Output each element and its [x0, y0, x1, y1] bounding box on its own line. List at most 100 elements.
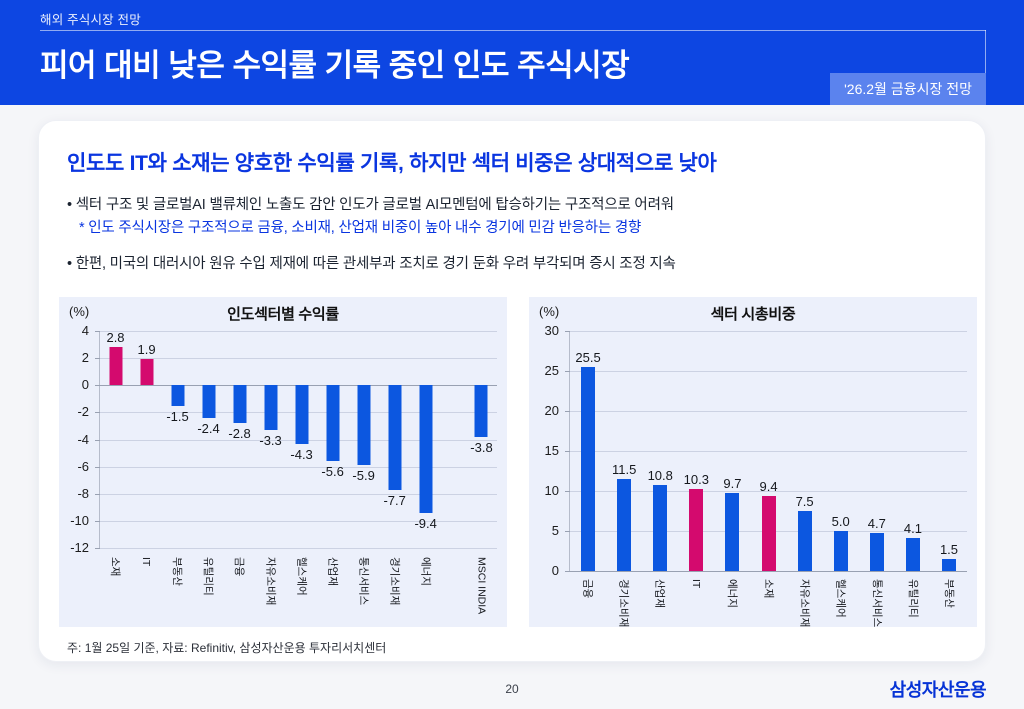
bar-value-label: 7.5 — [795, 494, 814, 509]
bar-value-label: 1.5 — [939, 542, 959, 557]
x-label-slot: 헬스케어 — [822, 579, 858, 625]
y-axis-tickmark — [95, 385, 100, 387]
bar-slot: 9.7 — [714, 331, 750, 571]
x-label-slot: 금융 — [223, 557, 254, 621]
bar-헬스케어 — [295, 385, 309, 444]
x-label-slot: 유틸리티 — [895, 579, 931, 625]
bar-value-label: 10.8 — [647, 467, 673, 483]
x-label-slot: 금융 — [569, 579, 605, 625]
bar-slot: 1.5 — [931, 331, 967, 571]
x-axis-label: 산업재 — [326, 557, 339, 586]
x-axis-label: 헬스케어 — [834, 579, 847, 618]
bar-slot: 1.9 — [131, 331, 162, 548]
bar-slot: -7.7 — [379, 331, 410, 548]
x-label-slot: 부동산 — [161, 557, 192, 621]
gridline — [570, 411, 967, 412]
bar-value-label: -4.3 — [290, 446, 313, 462]
bar-자유소비재 — [797, 511, 812, 571]
page-title: 피어 대비 낮은 수익률 기록 중인 인도 주식시장 — [40, 48, 630, 83]
bars-row: 25.5 11.5 10.8 10.3 9.7 9.4 7.5 5.0 4.7 4.1 1.5 — [570, 331, 967, 571]
bar-value-label: 4.7 — [867, 516, 886, 532]
bar-slot: -5.6 — [317, 331, 348, 548]
y-axis-tick-label: -8 — [77, 485, 89, 501]
x-label-slot: 에너지 — [410, 557, 441, 621]
bar-slot: -9.4 — [410, 331, 441, 548]
header-vertical-rule — [985, 30, 986, 73]
bar-value-label: 2.8 — [106, 330, 125, 346]
x-label-slot: 산업재 — [641, 579, 677, 625]
y-axis-tickmark — [95, 439, 100, 441]
y-axis-tickmark — [565, 371, 570, 372]
x-label-slot: MSCI INDIA — [466, 557, 497, 621]
bar-IT — [140, 359, 154, 386]
bar-헬스케어 — [833, 531, 848, 571]
x-label-slot: IT — [678, 579, 714, 625]
content-card: 인도도 IT와 소재는 양호한 수익률 기록, 하지만 섹터 비중은 상대적으로… — [38, 120, 986, 662]
y-axis-tick-label: -12 — [70, 540, 89, 555]
y-axis-tick-label: 25 — [544, 363, 559, 378]
y-axis-tickmark — [95, 548, 100, 549]
x-label-slot: 산업재 — [317, 557, 348, 621]
bar-경기소비재 — [617, 479, 632, 571]
gridline — [570, 371, 967, 372]
header-rule — [40, 30, 986, 31]
bar-value-label: 4.1 — [903, 521, 922, 537]
chart-panel-sector-weights: (%) 섹터 시총비중 30 25 20 15 10 5 0 25.5 11.5 10.8 10.… — [529, 297, 977, 627]
bar-value-label: -5.9 — [352, 468, 375, 484]
chart-y-axis: 30 25 20 15 10 5 0 — [529, 323, 567, 578]
bar-slot: 4.1 — [895, 331, 931, 571]
y-axis-tick-label: 5 — [551, 523, 559, 538]
gridline — [100, 331, 497, 332]
gridline — [570, 451, 967, 452]
bar-slot: 10.3 — [678, 331, 714, 571]
x-axis-label: IT — [139, 557, 152, 567]
gridline — [100, 493, 497, 495]
bar-부동산 — [171, 385, 185, 406]
gridline — [570, 491, 967, 492]
bar-slot: 5.0 — [823, 331, 859, 571]
x-axis-label: MSCI INDIA — [475, 557, 488, 615]
bar-value-label: -5.6 — [321, 464, 344, 480]
y-axis-tickmark — [95, 466, 100, 468]
chart-title: 섹터 시총비중 — [710, 306, 796, 323]
x-axis-label: 소재 — [762, 579, 775, 599]
bar-value-label: -7.7 — [383, 492, 406, 508]
x-axis-label: 자유소비재 — [264, 557, 277, 606]
company-logo: 삼성자산운용 — [889, 680, 987, 700]
bar-value-label: 1.9 — [137, 342, 156, 358]
x-axis-label: 에너지 — [419, 557, 432, 586]
chart-unit-label: (%) — [539, 304, 560, 319]
y-axis-tick-label: 10 — [544, 483, 559, 498]
bars-row: 2.8 1.9 -1.5 -2.4 -2.8 -3.3 -4.3 -5.6 -5.9 -7.7 -9… — [100, 330, 497, 548]
x-axis-label: 통신서비스 — [870, 579, 883, 628]
bar-통신서비스 — [869, 533, 884, 571]
x-axis-label: 경기소비재 — [617, 579, 630, 628]
bar-separator — [441, 331, 466, 548]
y-axis-tick-label: 0 — [551, 563, 559, 578]
chart-y-axis: 4 2 0 -2 -4 -6 -8 -10 -12 — [59, 323, 97, 555]
bar-slot: 2.8 — [100, 330, 131, 548]
x-label-slot: 유틸리티 — [192, 557, 223, 621]
bar-소재 — [761, 495, 776, 571]
y-axis-tick-label: 4 — [81, 323, 89, 338]
chart-unit-label: (%) — [69, 304, 90, 319]
bar-value-label: -2.8 — [228, 426, 251, 442]
bar-value-label: -1.5 — [166, 408, 189, 424]
y-axis-tick-label: -6 — [77, 458, 89, 474]
bar-slot: -5.9 — [348, 331, 379, 548]
y-axis-tick-label: -10 — [70, 512, 89, 528]
bar-통신서비스 — [357, 385, 371, 466]
card-heading: 인도도 IT와 소재는 양호한 수익률 기록, 하지만 섹터 비중은 상대적으로… — [67, 152, 717, 175]
x-axis-label: 헬스케어 — [295, 557, 308, 596]
x-axis-label: 산업재 — [653, 579, 666, 608]
label-separator — [441, 557, 466, 621]
y-axis-tick-label: 30 — [544, 323, 559, 338]
bar-slot: 10.8 — [642, 331, 678, 571]
y-axis-tickmark — [95, 493, 100, 495]
bullet-item-1: • 섹터 구조 및 글로벌AI 밸류체인 노출도 감안 인도가 글로벌 AI모멘… — [67, 197, 674, 213]
bar-자유소비재 — [264, 385, 278, 430]
x-label-slot: 통신서비스 — [859, 579, 895, 628]
x-label-slot: 자유소비재 — [786, 579, 822, 627]
slide-header: 해외 주식시장 전망 피어 대비 낮은 수익률 기록 중인 인도 주식시장 '2… — [0, 0, 1024, 105]
bar-value-label: 11.5 — [611, 462, 637, 477]
